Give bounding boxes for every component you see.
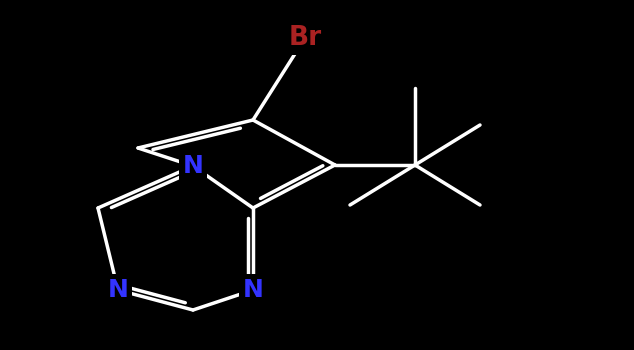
Text: Br: Br [288,25,321,51]
Text: N: N [243,278,264,302]
Text: N: N [183,154,204,178]
Text: N: N [108,278,129,302]
